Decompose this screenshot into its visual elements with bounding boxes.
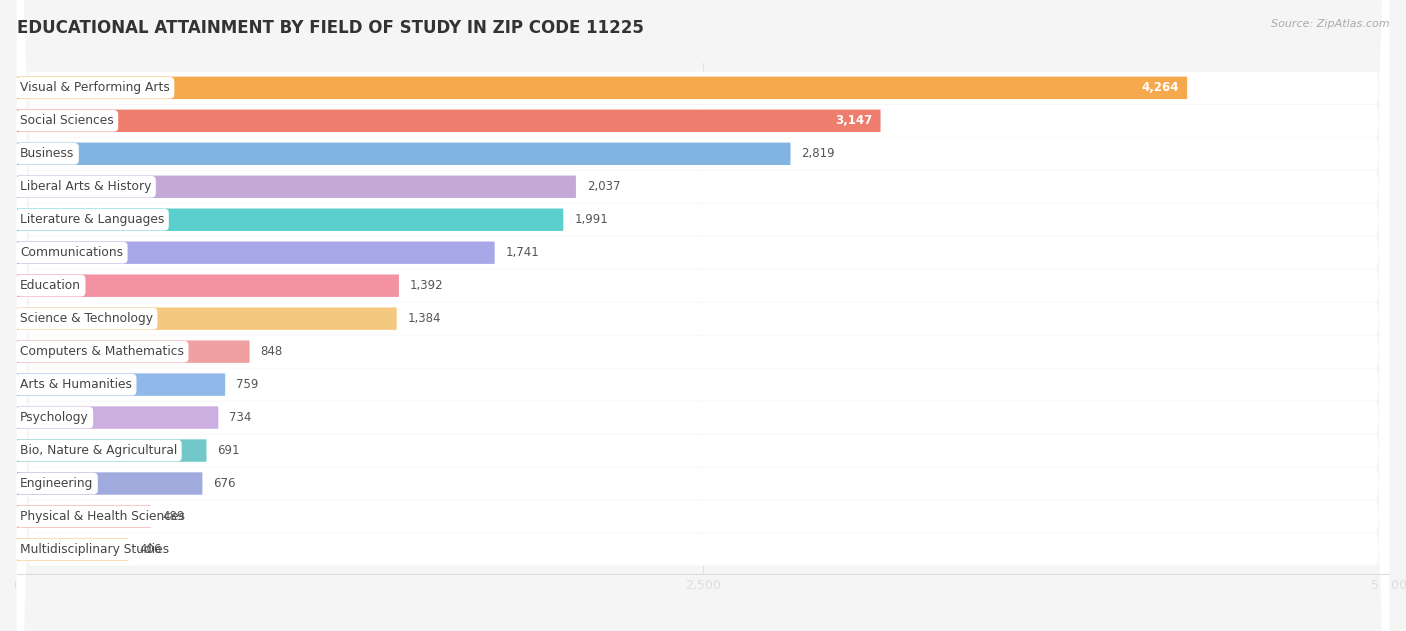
Text: Computers & Mathematics: Computers & Mathematics <box>20 345 184 358</box>
Text: 1,384: 1,384 <box>408 312 441 325</box>
Text: Engineering: Engineering <box>20 477 94 490</box>
FancyBboxPatch shape <box>17 0 1389 631</box>
Text: 848: 848 <box>260 345 283 358</box>
Text: 734: 734 <box>229 411 252 424</box>
Text: 489: 489 <box>162 510 184 523</box>
Text: 1,741: 1,741 <box>506 246 540 259</box>
Text: Visual & Performing Arts: Visual & Performing Arts <box>20 81 170 94</box>
Text: Multidisciplinary Studies: Multidisciplinary Studies <box>20 543 169 556</box>
Text: Arts & Humanities: Arts & Humanities <box>20 378 132 391</box>
Text: Education: Education <box>20 279 82 292</box>
FancyBboxPatch shape <box>17 0 1389 631</box>
Text: Science & Technology: Science & Technology <box>20 312 153 325</box>
Text: Physical & Health Sciences: Physical & Health Sciences <box>20 510 186 523</box>
FancyBboxPatch shape <box>17 340 250 363</box>
Text: 2,037: 2,037 <box>586 180 620 193</box>
FancyBboxPatch shape <box>17 0 1389 631</box>
Text: 1,392: 1,392 <box>411 279 443 292</box>
FancyBboxPatch shape <box>17 0 1389 631</box>
Text: Psychology: Psychology <box>20 411 89 424</box>
FancyBboxPatch shape <box>17 0 1389 631</box>
FancyBboxPatch shape <box>17 0 1389 631</box>
FancyBboxPatch shape <box>17 0 1389 631</box>
Text: 1,991: 1,991 <box>574 213 607 227</box>
Text: Source: ZipAtlas.com: Source: ZipAtlas.com <box>1271 19 1389 29</box>
FancyBboxPatch shape <box>17 0 1389 631</box>
FancyBboxPatch shape <box>17 0 1389 631</box>
Text: 406: 406 <box>139 543 162 556</box>
Text: 2,819: 2,819 <box>801 147 835 160</box>
FancyBboxPatch shape <box>17 473 202 495</box>
FancyBboxPatch shape <box>17 374 225 396</box>
Text: EDUCATIONAL ATTAINMENT BY FIELD OF STUDY IN ZIP CODE 11225: EDUCATIONAL ATTAINMENT BY FIELD OF STUDY… <box>17 19 644 37</box>
FancyBboxPatch shape <box>17 0 1389 631</box>
Text: Social Sciences: Social Sciences <box>20 114 114 127</box>
FancyBboxPatch shape <box>17 274 399 297</box>
Text: 676: 676 <box>214 477 236 490</box>
FancyBboxPatch shape <box>17 0 1389 631</box>
Text: Literature & Languages: Literature & Languages <box>20 213 165 227</box>
FancyBboxPatch shape <box>17 406 218 429</box>
FancyBboxPatch shape <box>17 143 790 165</box>
Text: 691: 691 <box>218 444 240 457</box>
Text: Bio, Nature & Agricultural: Bio, Nature & Agricultural <box>20 444 177 457</box>
Text: Business: Business <box>20 147 75 160</box>
Text: 759: 759 <box>236 378 259 391</box>
FancyBboxPatch shape <box>17 0 1389 631</box>
FancyBboxPatch shape <box>17 175 576 198</box>
FancyBboxPatch shape <box>17 76 1187 99</box>
Text: Liberal Arts & History: Liberal Arts & History <box>20 180 152 193</box>
FancyBboxPatch shape <box>17 242 495 264</box>
FancyBboxPatch shape <box>17 208 564 231</box>
FancyBboxPatch shape <box>17 307 396 330</box>
FancyBboxPatch shape <box>17 439 207 462</box>
Text: Communications: Communications <box>20 246 124 259</box>
FancyBboxPatch shape <box>17 0 1389 631</box>
FancyBboxPatch shape <box>17 0 1389 631</box>
FancyBboxPatch shape <box>17 0 1389 631</box>
FancyBboxPatch shape <box>17 538 128 561</box>
FancyBboxPatch shape <box>17 110 880 132</box>
Text: 4,264: 4,264 <box>1142 81 1178 94</box>
FancyBboxPatch shape <box>17 505 150 528</box>
Text: 3,147: 3,147 <box>835 114 872 127</box>
